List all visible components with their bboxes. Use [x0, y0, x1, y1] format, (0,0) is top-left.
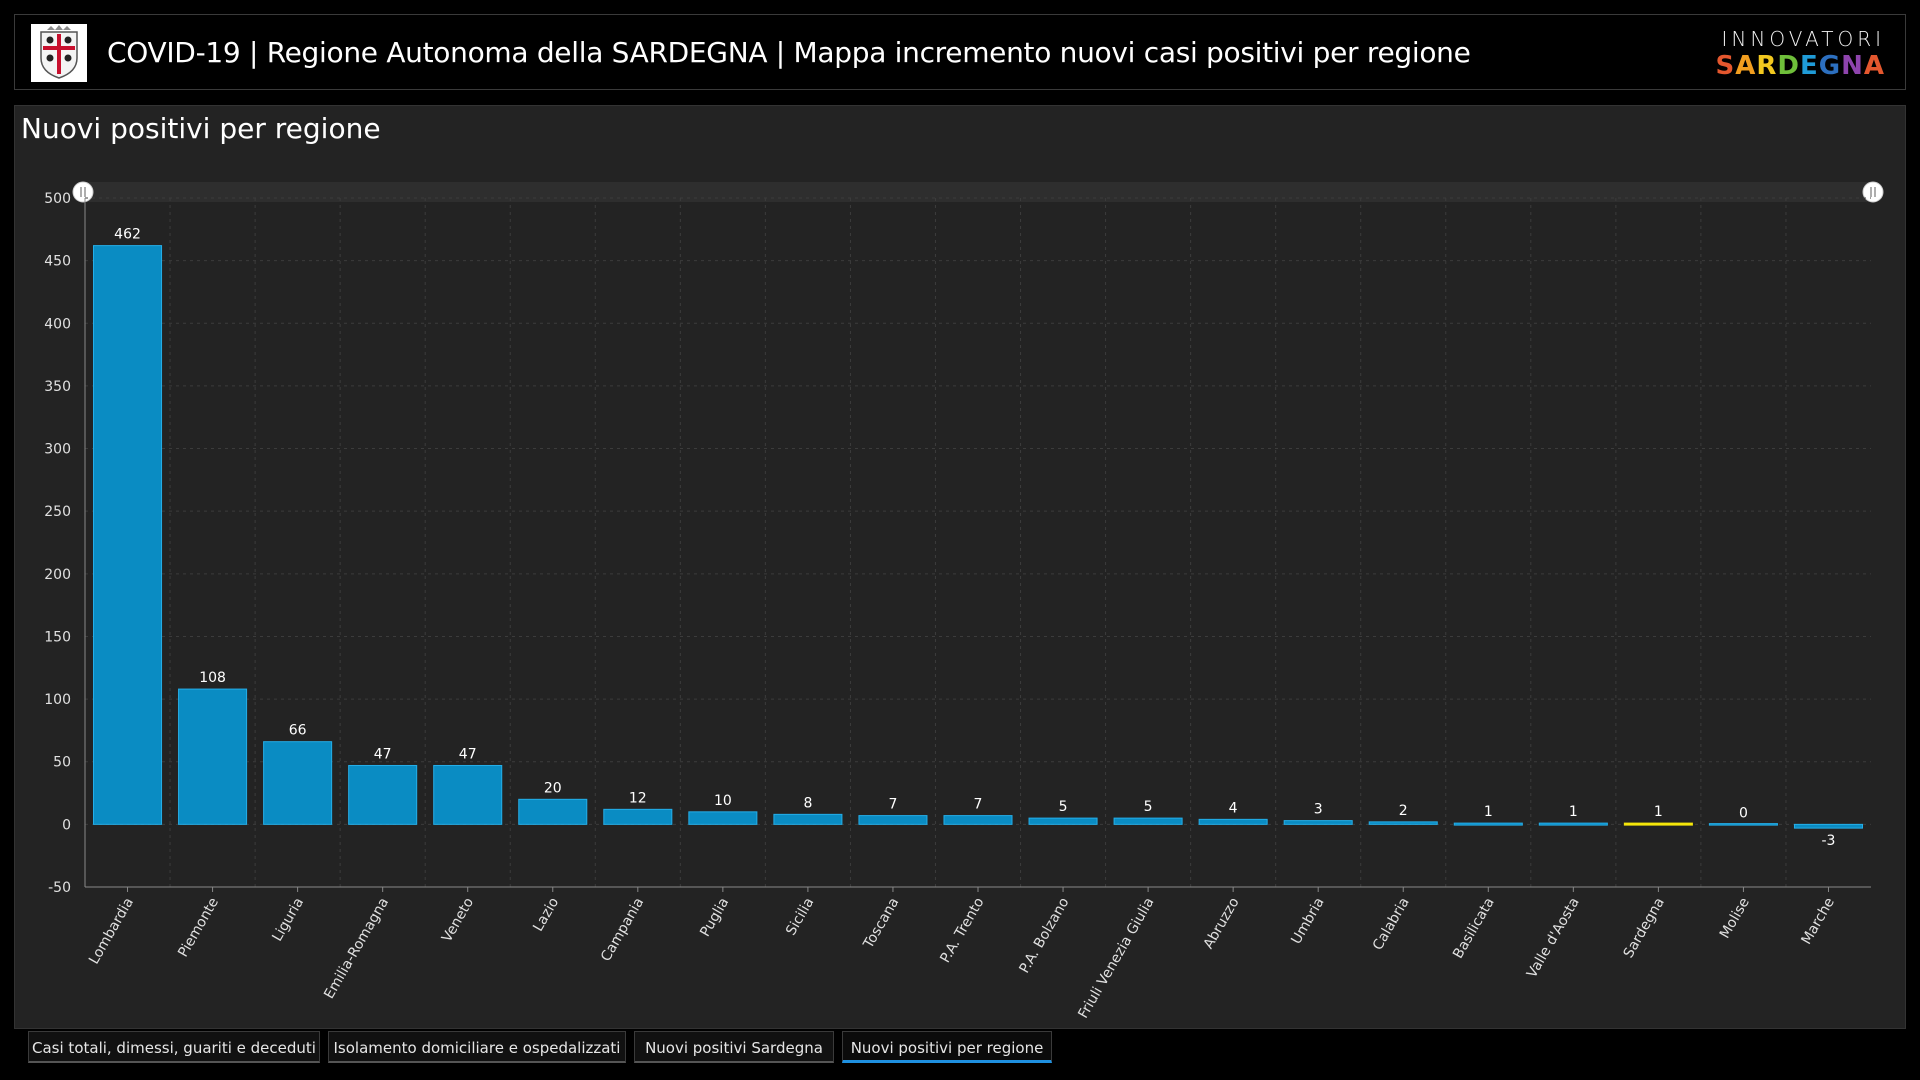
header-bar: COVID-19 | Regione Autonoma della SARDEG… — [14, 14, 1906, 90]
bar-friuli-venezia-giulia[interactable] — [1113, 817, 1183, 825]
bar-umbria[interactable] — [1283, 820, 1353, 825]
bar-lazio[interactable] — [518, 798, 588, 825]
data-label: 5 — [1144, 799, 1153, 815]
y-tick-label: 500 — [44, 191, 71, 207]
data-label: 12 — [629, 790, 647, 806]
tab-nuovi-positivi-sardegna[interactable]: Nuovi positivi Sardegna — [634, 1031, 834, 1063]
x-tick-label: Marche — [1798, 895, 1838, 947]
data-label: 10 — [714, 793, 732, 809]
y-tick-label: 300 — [44, 442, 71, 458]
logo-letter: D — [1777, 51, 1800, 81]
data-label: 108 — [199, 670, 226, 686]
x-tick-label: P.A. Bolzano — [1016, 895, 1072, 976]
innovatori-sardegna-logo: INNOVATORI SARDEGNA — [1689, 27, 1889, 81]
x-tick-label: Liguria — [269, 895, 307, 944]
data-label: 1 — [1484, 804, 1493, 820]
bar-marche[interactable] — [1793, 823, 1863, 829]
range-slider-handle-left[interactable] — [72, 181, 94, 203]
x-tick-label: Puglia — [697, 895, 732, 940]
tab-casi-totali-dimessi-guariti-e-deceduti[interactable]: Casi totali, dimessi, guariti e deceduti — [28, 1031, 320, 1063]
x-tick-label: Molise — [1717, 895, 1753, 941]
bar-chart: 500450400350300250200150100500-50462Lomb… — [44, 181, 1884, 1021]
logo-letter: R — [1756, 51, 1778, 81]
bar-sicilia[interactable] — [773, 813, 843, 825]
chart-title: Nuovi positivi per regione — [21, 112, 381, 145]
tab-nuovi-positivi-per-regione[interactable]: Nuovi positivi per regione — [842, 1031, 1052, 1063]
x-tick-label: Piemonte — [175, 895, 222, 960]
x-tick-label: Basilicata — [1450, 895, 1498, 961]
data-label: 4 — [1229, 800, 1238, 816]
range-slider-handle-right[interactable] — [1862, 181, 1884, 203]
x-tick-label: Toscana — [860, 895, 902, 952]
bar-emilia-romagna[interactable] — [348, 764, 418, 825]
x-tick-label: Umbria — [1288, 895, 1327, 947]
data-label: 47 — [374, 746, 392, 762]
y-tick-label: 200 — [44, 567, 71, 583]
bar-p-a-bolzano[interactable] — [1028, 817, 1098, 825]
logo-letter: S — [1715, 51, 1736, 81]
data-label: 5 — [1059, 799, 1068, 815]
x-tick-label: Friuli Venezia Giulia — [1075, 895, 1157, 1021]
bar-abruzzo[interactable] — [1198, 818, 1268, 825]
x-tick-label: Emilia-Romagna — [321, 895, 392, 1002]
data-label: 66 — [289, 723, 307, 739]
range-slider-track — [83, 182, 1873, 202]
logo-top-text: INNOVATORI — [1721, 27, 1885, 51]
y-tick-label: 150 — [44, 629, 71, 645]
data-label: 462 — [114, 227, 141, 243]
x-tick-label: Veneto — [439, 895, 477, 945]
logo-letter: A — [1735, 51, 1757, 81]
bar-p-a-trento[interactable] — [943, 815, 1013, 825]
y-tick-label: 100 — [44, 692, 71, 708]
x-tick-label: Calabria — [1370, 895, 1413, 953]
bar-basilicata[interactable] — [1453, 822, 1523, 826]
data-label: 1 — [1654, 804, 1663, 820]
y-tick-label: 400 — [44, 316, 71, 332]
x-tick-label: Abruzzo — [1201, 895, 1243, 952]
data-label: 47 — [459, 746, 477, 762]
tab-isolamento-domiciliare-e-ospedalizzati[interactable]: Isolamento domiciliare e ospedalizzati — [328, 1031, 626, 1063]
bar-piemonte[interactable] — [178, 688, 248, 825]
x-tick-label: Campania — [598, 895, 647, 964]
bar-toscana[interactable] — [858, 815, 928, 825]
bar-molise[interactable] — [1708, 823, 1778, 826]
chart-panel: Nuovi positivi per regione 500 450 400 350 3… — [14, 105, 1906, 1029]
y-tick-label: -50 — [48, 880, 71, 896]
data-label: 8 — [803, 795, 812, 811]
x-tick-label: Sicilia — [783, 895, 817, 938]
data-label: 0 — [1739, 805, 1748, 821]
bar-campania[interactable] — [603, 808, 673, 825]
logo-bottom-text: SARDEGNA — [1716, 51, 1885, 81]
y-tick-label: 250 — [44, 504, 71, 520]
bar-puglia[interactable] — [688, 811, 758, 825]
data-label: 3 — [1314, 802, 1323, 818]
data-label: 2 — [1399, 803, 1408, 819]
x-tick-label: Lombardia — [86, 895, 137, 967]
sardinia-coat-of-arms-icon — [31, 24, 87, 82]
bar-veneto[interactable] — [433, 764, 503, 825]
y-tick-label: 450 — [44, 254, 71, 270]
data-label: 20 — [544, 780, 562, 796]
y-tick-label: 0 — [62, 817, 71, 833]
x-tick-label: Sardegna — [1621, 895, 1668, 961]
y-tick-label: 350 — [44, 379, 71, 395]
bar-valle-d-aosta[interactable] — [1538, 822, 1608, 826]
logo-letter: G — [1818, 51, 1842, 81]
page-title: COVID-19 | Regione Autonoma della SARDEG… — [107, 36, 1471, 69]
logo-letter: E — [1800, 51, 1819, 81]
x-tick-label: P.A. Trento — [937, 895, 987, 966]
logo-letter: A — [1863, 51, 1885, 81]
data-label: 1 — [1569, 804, 1578, 820]
data-label: 7 — [888, 797, 897, 813]
y-tick-label: 50 — [53, 755, 71, 771]
data-label: 7 — [974, 797, 983, 813]
x-tick-label: Valle d'Aosta — [1524, 895, 1583, 981]
x-tick-label: Lazio — [530, 895, 562, 934]
bar-lombardia[interactable] — [93, 245, 163, 825]
bar-calabria[interactable] — [1368, 821, 1438, 825]
bar-liguria[interactable] — [263, 741, 333, 825]
logo-letter: N — [1841, 51, 1864, 81]
data-label: -3 — [1821, 833, 1835, 849]
bar-sardegna[interactable] — [1623, 822, 1693, 826]
